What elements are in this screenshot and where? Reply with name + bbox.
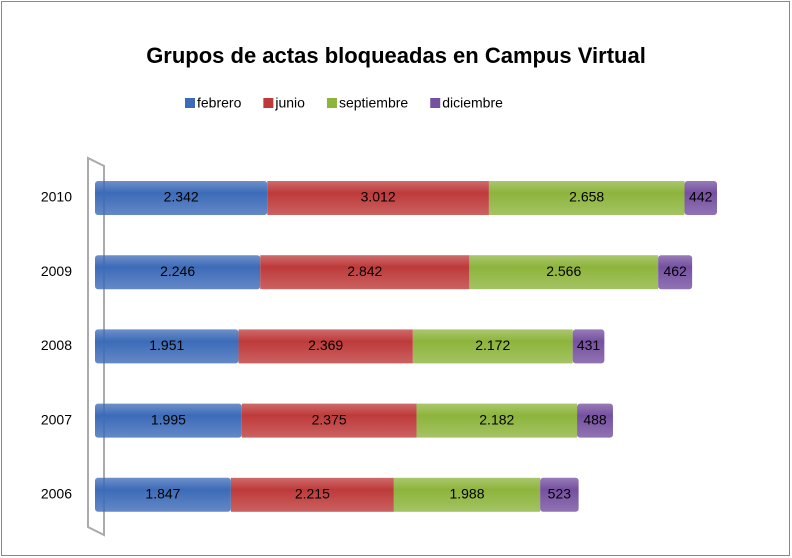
bar-segment <box>238 329 413 364</box>
data-label: 488 <box>583 411 607 427</box>
bar-segment <box>95 329 239 364</box>
data-label: 2.842 <box>347 263 382 279</box>
legend-label: septiembre <box>339 95 408 111</box>
data-label: 2.658 <box>569 189 604 205</box>
legend-swatch <box>326 98 337 108</box>
data-label: 2.172 <box>475 337 510 353</box>
legend-swatch <box>185 98 195 108</box>
data-label: 2.369 <box>308 337 343 353</box>
y-tick-label: 2010 <box>41 189 72 205</box>
bar-segment <box>658 255 693 290</box>
bar-segment <box>684 181 717 215</box>
bar-segment <box>260 255 470 290</box>
bar-segment <box>95 477 231 512</box>
data-label: 431 <box>577 337 601 353</box>
data-label: 2.215 <box>295 486 330 502</box>
data-label: 2.375 <box>312 411 347 427</box>
y-tick-label: 2006 <box>41 486 72 502</box>
legend-swatch <box>263 98 274 108</box>
legend-label: febrero <box>197 95 242 111</box>
bar-segment <box>95 181 268 215</box>
legend-label: junio <box>274 95 305 111</box>
bar-segment <box>95 403 242 438</box>
bar-segment <box>95 255 261 290</box>
bar-segment <box>241 403 417 438</box>
data-label: 1.988 <box>449 486 484 502</box>
data-label: 2.246 <box>160 263 195 279</box>
bar-segment <box>393 477 541 512</box>
legend-label: diciembre <box>442 95 503 111</box>
y-tick-label: 2009 <box>41 263 72 279</box>
data-label: 2.566 <box>546 263 581 279</box>
bar-segment <box>469 255 659 290</box>
legend-swatch <box>430 98 441 108</box>
bar-segment <box>412 329 573 364</box>
data-label: 3.012 <box>361 189 396 205</box>
bar-segment <box>540 477 579 512</box>
data-label: 462 <box>663 263 687 279</box>
data-label: 442 <box>689 189 713 205</box>
y-tick-label: 2007 <box>41 411 72 427</box>
data-label: 1.847 <box>145 486 180 502</box>
data-label: 2.182 <box>479 411 514 427</box>
bar-segment <box>488 181 685 215</box>
data-label: 1.951 <box>149 337 184 353</box>
bar-segment <box>267 181 489 215</box>
bar-segment <box>230 477 394 512</box>
bar-segment <box>577 403 613 438</box>
bar-segment <box>416 403 578 438</box>
y-tick-label: 2008 <box>41 337 72 353</box>
data-label: 523 <box>548 486 572 502</box>
data-label: 2.342 <box>164 189 199 205</box>
data-label: 1.995 <box>151 411 186 427</box>
chart-title: Grupos de actas bloqueadas en Campus Vir… <box>146 43 646 68</box>
axis-wall <box>87 156 105 537</box>
bar-segment <box>572 329 605 364</box>
